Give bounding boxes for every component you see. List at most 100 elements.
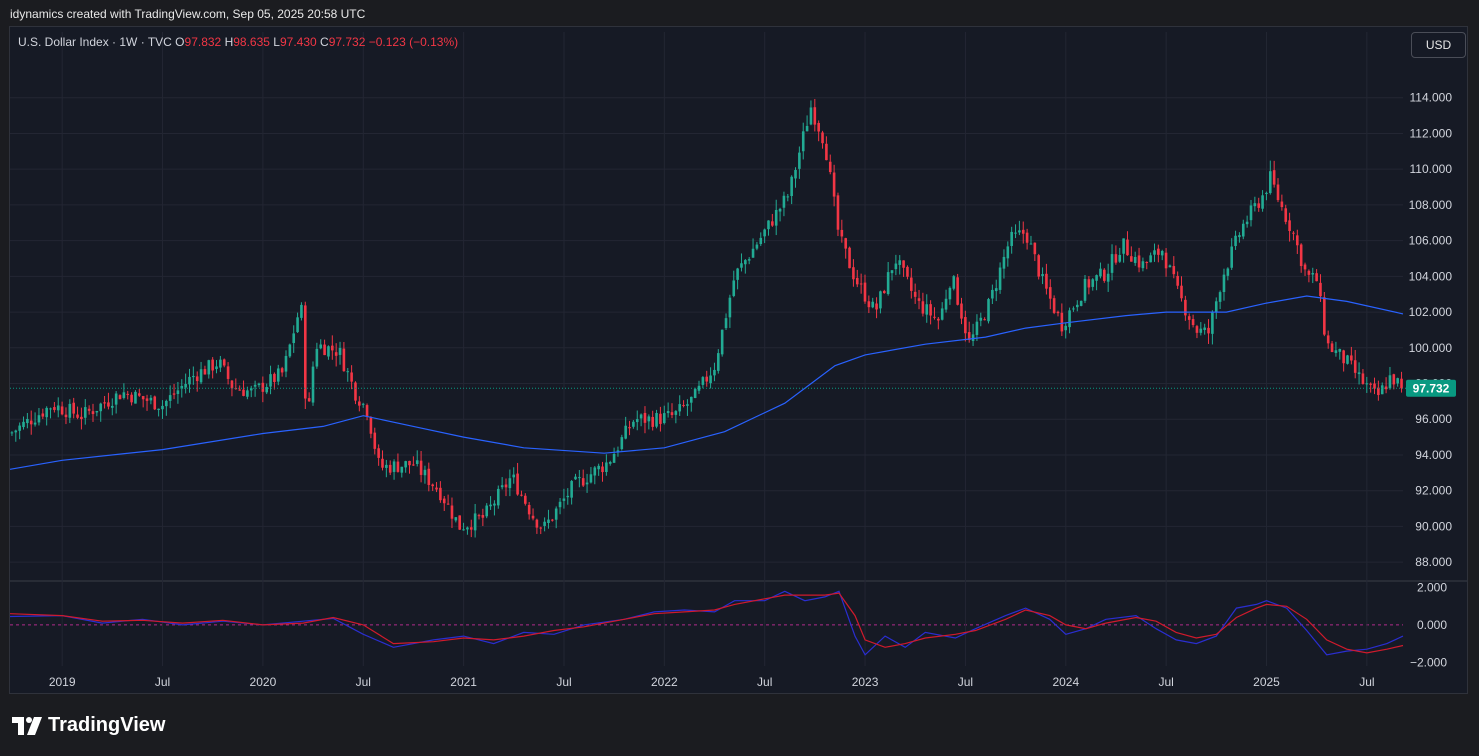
candle (284, 350, 288, 378)
time-tick-label: Jul (356, 675, 371, 689)
candle-body (859, 283, 863, 285)
candle-body (41, 413, 45, 417)
candle (1226, 267, 1230, 281)
candle-body (620, 437, 624, 450)
candle-body (987, 299, 990, 322)
candle (1207, 319, 1210, 344)
candle (813, 98, 817, 132)
candle (871, 297, 875, 309)
tradingview-logo[interactable]: TradingView (12, 714, 165, 737)
candle-body (53, 407, 56, 410)
candle (844, 237, 847, 259)
currency-button[interactable]: USD (1411, 32, 1466, 58)
symbol-name: U.S. Dollar Index · 1W · TVC (18, 35, 172, 49)
candle-body (338, 347, 342, 355)
candle (620, 434, 624, 451)
candle-body (1311, 273, 1315, 275)
candle-body (493, 503, 496, 506)
candle-body (732, 280, 736, 296)
candle-body (608, 462, 612, 464)
candle (759, 232, 763, 247)
candle-body (879, 291, 882, 309)
candle-body (141, 396, 145, 400)
candle-body (195, 376, 199, 382)
candle (863, 274, 867, 304)
candle (261, 376, 265, 403)
candle (466, 526, 469, 535)
candle-body (1133, 256, 1137, 263)
candle-body (284, 355, 288, 372)
candle-body (875, 303, 878, 310)
candle (1064, 322, 1068, 339)
candle (1296, 229, 1299, 254)
price-axis: 88.00090.00092.00094.00096.00098.000100.… (1409, 91, 1453, 670)
candle-body (60, 406, 64, 415)
chart-frame[interactable] (9, 26, 1468, 694)
candle (960, 297, 963, 325)
candle-body (817, 122, 820, 132)
candle-body (1079, 300, 1083, 306)
time-tick-label: Jul (757, 675, 772, 689)
candle (674, 410, 678, 424)
candle (643, 406, 647, 434)
candle-body (288, 344, 292, 357)
candle-body (1145, 261, 1149, 263)
candle-body (570, 481, 573, 498)
time-tick-label: 2020 (250, 675, 277, 689)
candle (1280, 194, 1284, 211)
candle-body (1384, 386, 1388, 390)
oscillator-line (9, 590, 1404, 656)
candle (898, 255, 902, 275)
candle-body (1056, 311, 1060, 314)
candle-body (1157, 248, 1160, 255)
candle (358, 396, 361, 412)
candle (153, 395, 157, 411)
candle (666, 402, 670, 418)
candle-body (1299, 244, 1303, 267)
candle-body (1207, 327, 1210, 334)
candle-body (597, 465, 600, 470)
candle (303, 301, 307, 409)
candle (527, 502, 531, 520)
time-tick-label: Jul (556, 675, 571, 689)
candle-body (929, 304, 932, 316)
candle (744, 258, 747, 274)
candle (1268, 160, 1272, 195)
candle (1380, 382, 1384, 395)
candle-body (566, 495, 570, 498)
candle-body (168, 395, 172, 401)
candle (450, 497, 454, 529)
candle-body (365, 405, 369, 417)
candle (1099, 262, 1102, 279)
candle (717, 349, 720, 374)
candle-body (331, 345, 334, 351)
time-tick-label: 2024 (1052, 675, 1079, 689)
candle-body (1130, 256, 1133, 262)
candle-body (790, 176, 793, 197)
candle (311, 361, 315, 406)
candle (1346, 354, 1349, 365)
candle (435, 482, 438, 493)
candle-body (1068, 310, 1071, 328)
candle (755, 241, 759, 251)
candle-body (1338, 348, 1342, 352)
candle (508, 469, 512, 497)
candle (937, 316, 940, 330)
low-value: 97.430 (279, 35, 317, 49)
candle (1265, 191, 1268, 201)
candle-body (666, 411, 670, 414)
candle (1238, 232, 1241, 243)
candle-body (1377, 387, 1380, 396)
candle (26, 412, 29, 429)
candle (1272, 160, 1276, 188)
candle (701, 376, 705, 389)
time-tick-label: 2025 (1253, 675, 1280, 689)
candle (1377, 380, 1380, 401)
candle (56, 397, 60, 418)
candle (276, 364, 280, 386)
candle-body (207, 360, 211, 375)
candle-body (45, 407, 48, 418)
candle-body (1280, 201, 1284, 208)
candle (145, 394, 149, 411)
